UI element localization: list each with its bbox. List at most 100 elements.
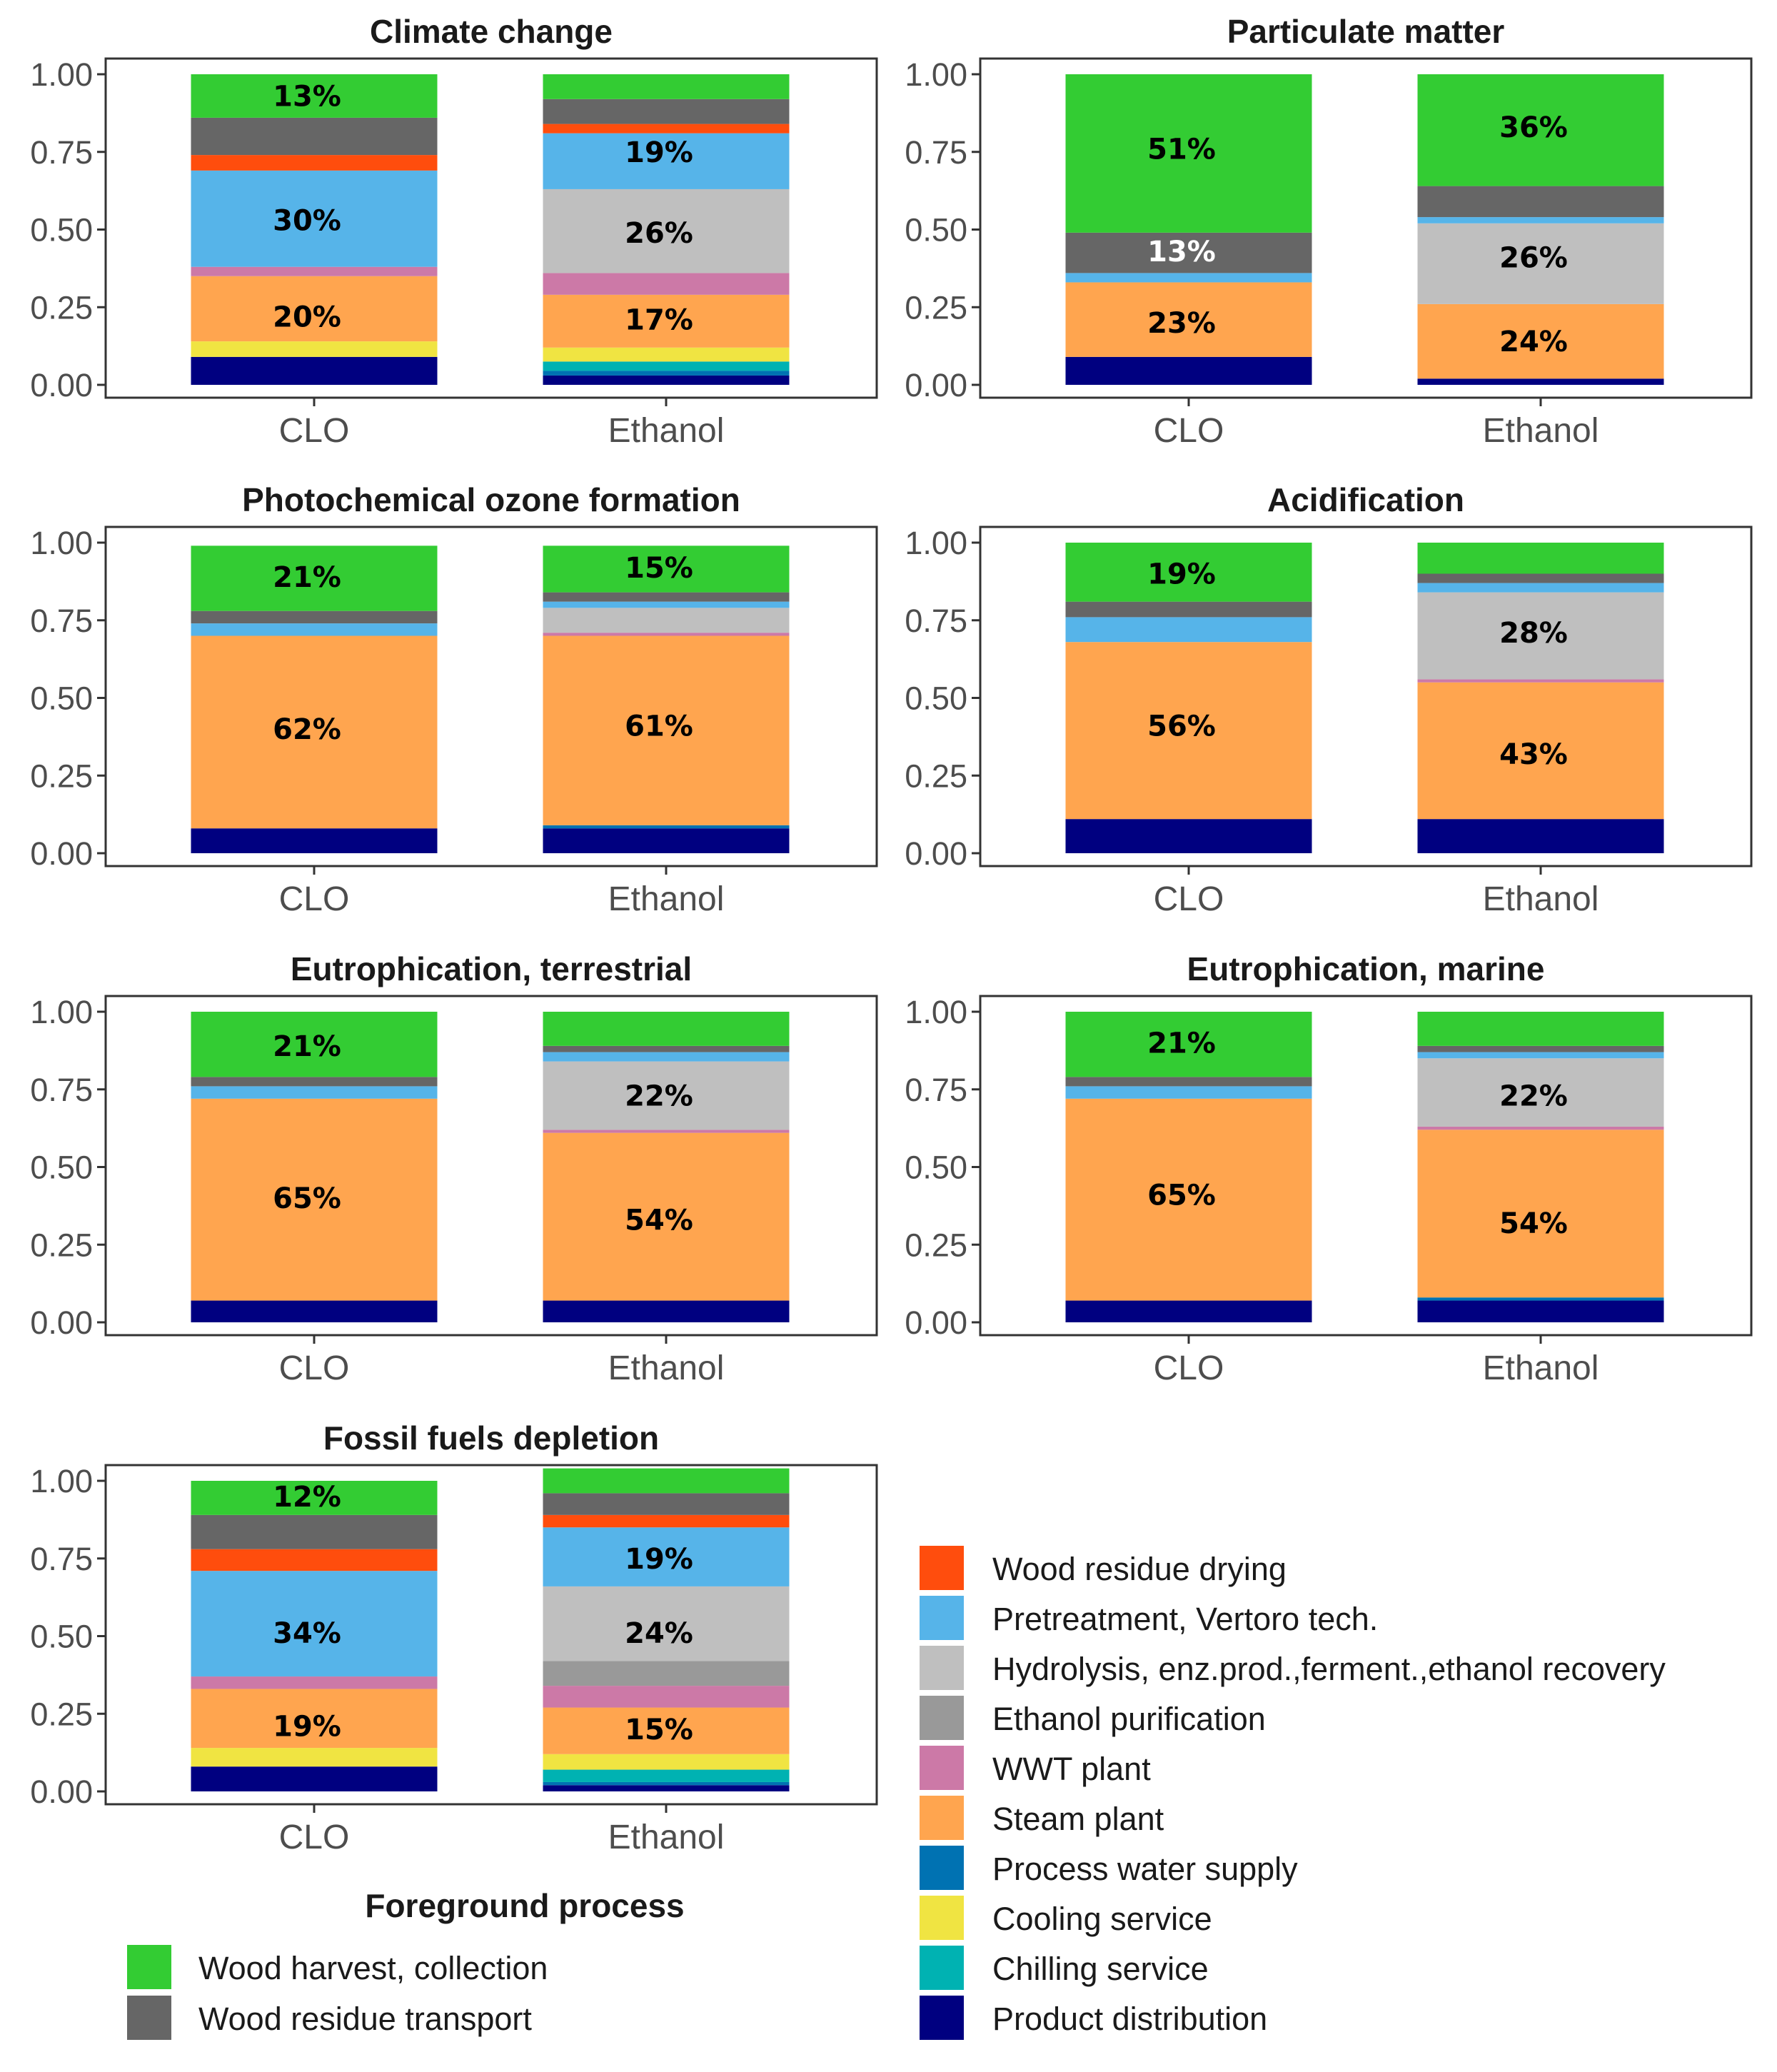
legend-label-distrib: Product distribution xyxy=(992,2001,1267,2037)
bar-segment-distrib xyxy=(543,1785,790,1791)
data-label: 15% xyxy=(625,1714,693,1746)
x-tick-label: Ethanol xyxy=(608,1819,725,1856)
bar-segment-harvest xyxy=(191,74,438,118)
bar-segment-harvest xyxy=(543,545,790,593)
bar-segment-harvest xyxy=(1417,543,1664,574)
panel-title: Acidification xyxy=(1267,481,1464,518)
bar-segment-hydrolysis xyxy=(543,608,790,633)
legend-label-wwt: WWT plant xyxy=(992,1751,1151,1787)
y-tick-label: 0.75 xyxy=(30,603,93,639)
legend-swatch-distrib xyxy=(920,1996,964,2040)
legend-swatch-wwt xyxy=(920,1746,964,1790)
panel-title: Fossil fuels depletion xyxy=(323,1419,659,1457)
y-tick-label: 0.25 xyxy=(30,1227,93,1263)
bar-segment-distrib xyxy=(1417,819,1664,853)
panel-frame xyxy=(979,995,1753,1337)
bar-segment-hydrolysis xyxy=(543,1586,790,1661)
data-label: 43% xyxy=(1499,738,1568,771)
bar-segment-transport xyxy=(1417,186,1664,218)
bar-segment-distrib xyxy=(1065,819,1312,853)
data-label: 19% xyxy=(1147,558,1216,591)
y-tick-label: 0.25 xyxy=(905,289,967,326)
panel-1: Particulate matter 0.00 0.25 0.50 0.75 1.00 23… xyxy=(905,13,1753,450)
bar-segment-steam xyxy=(543,1132,790,1301)
bar-segment-distrib xyxy=(543,375,790,385)
bar-segment-pretreat xyxy=(1417,217,1664,223)
panel-0: Climate change 0.00 0.25 0.50 0.75 1.00 20% 30%… xyxy=(30,13,878,450)
bar-segment-distrib xyxy=(191,1300,438,1322)
panel-4: Eutrophication, terrestrial 0.00 0.25 0.50 0… xyxy=(30,950,878,1387)
data-label: 26% xyxy=(1499,242,1568,275)
bar-segment-harvest xyxy=(543,74,790,99)
data-label: 65% xyxy=(273,1182,341,1215)
x-tick-label: CLO xyxy=(1154,412,1224,450)
data-label: 21% xyxy=(273,561,341,594)
bar-segment-distrib xyxy=(191,1766,438,1791)
bar-segment-pretreat xyxy=(1065,617,1312,643)
bar-segment-harvest xyxy=(1065,1012,1312,1077)
data-label: 26% xyxy=(625,217,693,250)
bar-segment-pretreat xyxy=(543,133,790,189)
panel-frame xyxy=(104,525,878,867)
y-tick-label: 0.50 xyxy=(905,212,967,248)
bar-segment-drying xyxy=(191,1549,438,1571)
y-tick-label: 0.75 xyxy=(30,1541,93,1577)
bar-segment-cooling xyxy=(191,1748,438,1767)
bar-segment-steam xyxy=(1065,282,1312,357)
y-tick-label: 0.25 xyxy=(905,1227,967,1263)
x-tick-label: Ethanol xyxy=(608,412,725,450)
y-tick-label: 0.00 xyxy=(30,1774,93,1810)
y-tick-label: 0.50 xyxy=(30,212,93,248)
y-tick-label: 0.25 xyxy=(30,758,93,794)
legend-label-purif: Ethanol purification xyxy=(992,1701,1266,1737)
bar-segment-hydrolysis xyxy=(543,1061,790,1130)
bar-segment-transport xyxy=(191,1077,438,1087)
bar-segment-steam xyxy=(191,1689,438,1749)
bar-segment-purif xyxy=(543,1661,790,1686)
y-tick-label: 1.00 xyxy=(30,525,93,561)
bar-segment-steam xyxy=(1065,1098,1312,1301)
bar-segment-transport xyxy=(191,1514,438,1549)
bar-segment-steam xyxy=(191,635,438,829)
bar-segment-chilling xyxy=(543,1769,790,1782)
bar-segment-steam xyxy=(1417,1130,1664,1298)
bar-segment-pretreat xyxy=(191,1086,438,1099)
legend-label-cooling: Cooling service xyxy=(992,1901,1212,1937)
data-label: 19% xyxy=(273,1711,341,1744)
bar-segment-distrib xyxy=(543,828,790,853)
bar-segment-steam xyxy=(543,1707,790,1754)
legend: Foreground process Wood harvest, collect… xyxy=(127,1546,1666,2040)
bar-segment-harvest xyxy=(1065,543,1312,602)
legend-label-harvest: Wood harvest, collection xyxy=(198,1950,548,1986)
y-tick-label: 1.00 xyxy=(30,56,93,93)
legend-swatch-chilling xyxy=(920,1946,964,1990)
bar-segment-harvest xyxy=(1417,74,1664,186)
data-label: 23% xyxy=(1147,307,1216,340)
bar-segment-wwt xyxy=(1417,679,1664,683)
bar-segment-steam xyxy=(191,1098,438,1301)
data-label: 19% xyxy=(625,1543,693,1576)
panel-title: Eutrophication, marine xyxy=(1187,950,1545,987)
x-tick-label: Ethanol xyxy=(1483,880,1599,918)
bar-segment-wwt xyxy=(543,273,790,295)
bar-segment-hydrolysis xyxy=(1417,1058,1664,1127)
data-label: 20% xyxy=(273,301,341,333)
bar-segment-steam xyxy=(191,276,438,342)
panel-frame xyxy=(104,1464,878,1806)
legend-label-pretreat: Pretreatment, Vertoro tech. xyxy=(992,1601,1378,1637)
bar-segment-steam xyxy=(1417,682,1664,820)
bar-segment-drying xyxy=(191,155,438,171)
bar-segment-water xyxy=(543,1781,790,1786)
bar-segment-pretreat xyxy=(543,1527,790,1586)
bar-segment-harvest xyxy=(191,1481,438,1515)
bar-segment-harvest xyxy=(191,545,438,611)
panel-title: Eutrophication, terrestrial xyxy=(291,950,692,987)
data-label: 36% xyxy=(1499,111,1568,144)
data-label: 21% xyxy=(1147,1027,1216,1060)
data-label: 24% xyxy=(625,1617,693,1650)
y-tick-label: 0.25 xyxy=(905,758,967,794)
bar-segment-wwt xyxy=(191,266,438,276)
bar-segment-cooling xyxy=(543,347,790,362)
data-label: 24% xyxy=(1499,326,1568,358)
chart-panels: Climate change 0.00 0.25 0.50 0.75 1.00 20% 30%… xyxy=(30,13,1753,1856)
